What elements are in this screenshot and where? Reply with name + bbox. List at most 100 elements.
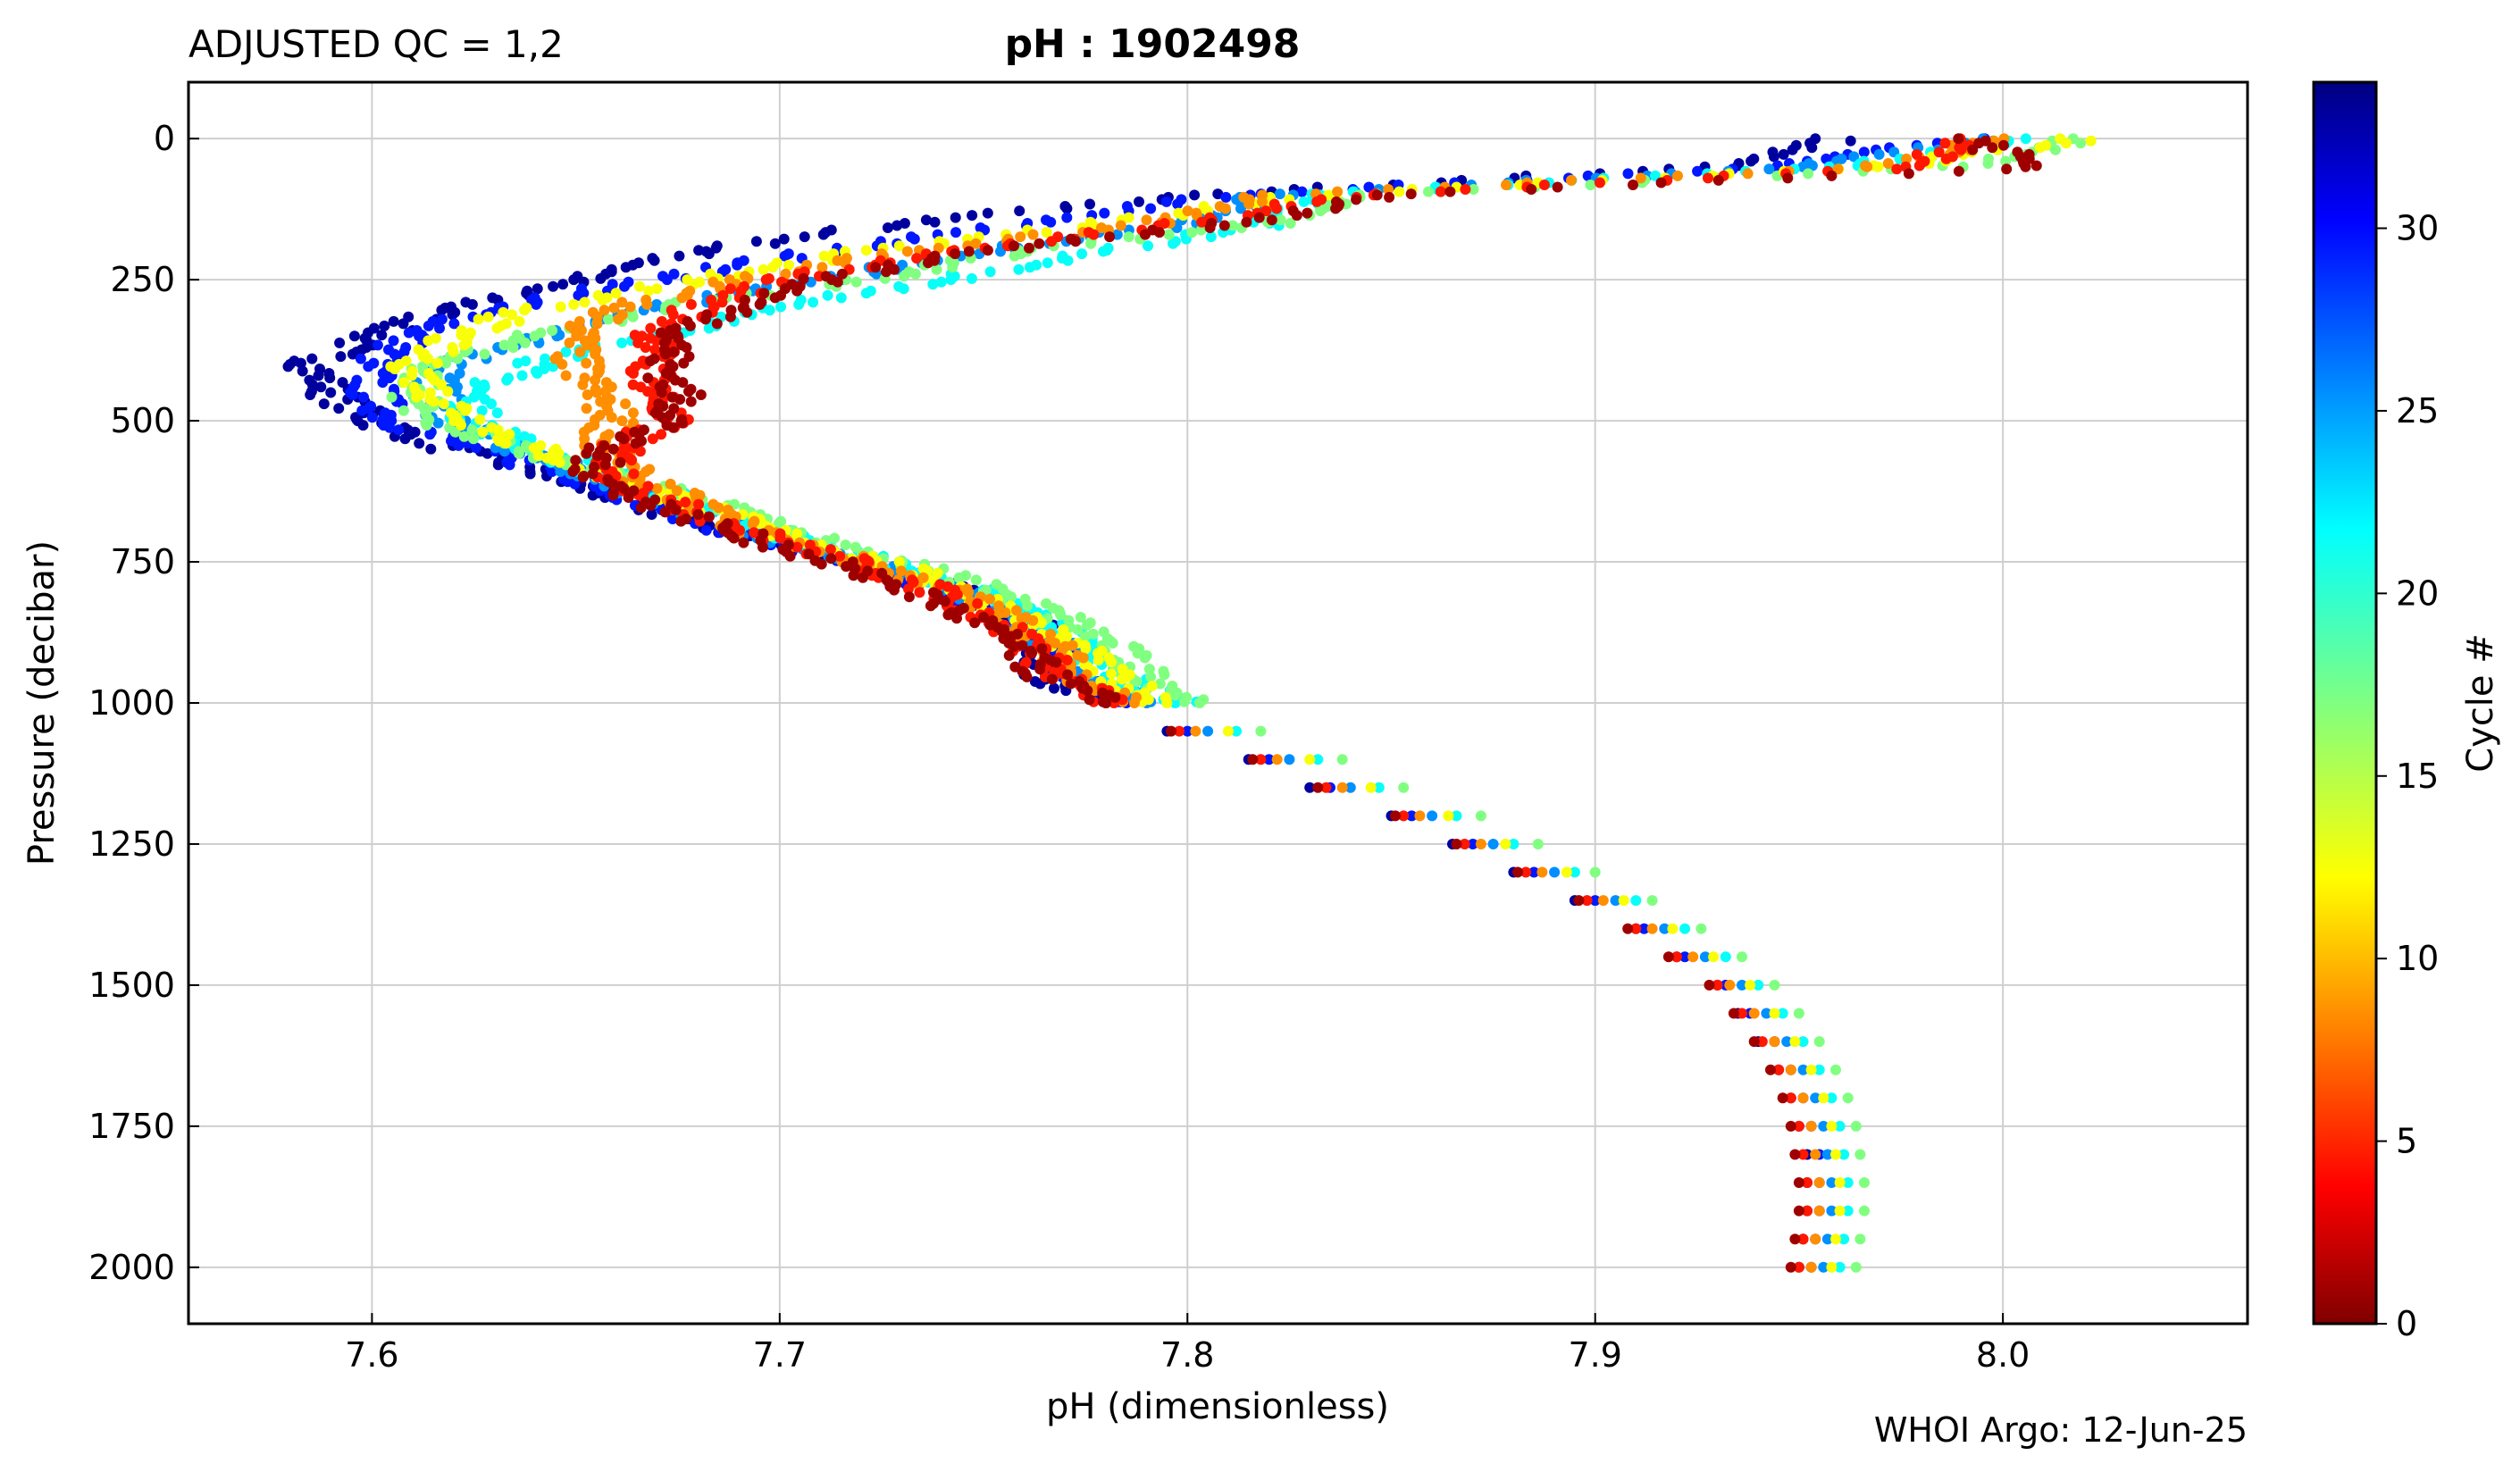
data-point	[1302, 207, 1313, 219]
data-point	[333, 403, 345, 414]
data-point	[608, 302, 620, 314]
data-point	[1659, 923, 1670, 934]
data-point	[1106, 668, 1118, 680]
data-point	[817, 229, 829, 240]
data-point	[1850, 1261, 1862, 1273]
colorbar-tick-label: 30	[2396, 209, 2439, 248]
data-point	[1034, 664, 1046, 675]
y-tick-label: 500	[110, 401, 175, 440]
data-point	[825, 553, 837, 565]
data-point	[699, 314, 711, 325]
data-point	[642, 372, 654, 384]
data-point	[1227, 220, 1238, 231]
data-point	[734, 524, 745, 536]
data-point	[1818, 1120, 1829, 1132]
colorbar	[2312, 80, 2378, 1326]
data-point	[1769, 1036, 1780, 1048]
data-point	[1813, 1177, 1825, 1188]
data-point	[779, 250, 791, 262]
data-point	[1671, 951, 1682, 963]
data-point	[453, 439, 465, 451]
data-point	[1172, 198, 1184, 210]
data-point	[2075, 138, 2087, 149]
colorbar-tick-label: 20	[2396, 573, 2439, 613]
data-point	[389, 364, 400, 374]
data-point	[1797, 1064, 1809, 1075]
x-tick-label: 7.9	[1568, 1335, 1621, 1375]
data-point	[356, 405, 368, 416]
data-point	[334, 337, 346, 348]
data-point	[491, 322, 503, 334]
data-point	[573, 315, 585, 327]
data-point	[532, 283, 543, 295]
data-point	[1022, 600, 1034, 612]
data-point	[1854, 1234, 1866, 1245]
grid-lines	[188, 82, 2248, 1324]
data-point	[1806, 160, 1818, 171]
data-point	[889, 263, 900, 275]
data-point	[945, 274, 957, 286]
data-point	[1085, 238, 1097, 249]
data-point	[1848, 151, 1860, 163]
data-point	[774, 518, 784, 530]
data-point	[458, 339, 470, 351]
data-point	[1260, 205, 1272, 217]
data-point	[1997, 139, 2009, 151]
data-point	[607, 478, 618, 489]
data-point	[950, 248, 961, 260]
data-point	[1275, 214, 1286, 226]
data-point	[581, 447, 592, 459]
data-point	[1204, 222, 1216, 233]
data-point	[1451, 839, 1462, 849]
data-point	[1196, 216, 1208, 228]
data-point	[1444, 186, 1456, 197]
data-point	[1027, 615, 1039, 626]
data-point	[466, 298, 478, 310]
y-tick-label: 750	[110, 542, 175, 581]
data-point	[1859, 1205, 1870, 1217]
data-point	[732, 259, 743, 271]
data-point	[1255, 754, 1267, 765]
data-point	[315, 381, 327, 393]
data-point	[1257, 196, 1268, 207]
data-point	[1080, 643, 1092, 655]
data-point	[1720, 951, 1731, 963]
credit-label: WHOI Argo: 12-Jun-25	[1874, 1410, 2248, 1450]
y-tick-label: 1250	[88, 824, 175, 864]
data-point	[1406, 810, 1418, 822]
data-point	[1903, 168, 1914, 180]
data-point	[676, 292, 688, 304]
data-point	[1793, 1008, 1804, 1019]
data-point	[1566, 174, 1577, 186]
data-point	[1304, 782, 1316, 793]
data-point	[982, 245, 993, 256]
data-point	[1079, 631, 1091, 642]
data-point	[1109, 691, 1121, 703]
data-point	[582, 389, 593, 400]
data-point	[1384, 191, 1395, 203]
colorbar-ticks: 0 5 10 15 20 25 30	[2376, 209, 2439, 1343]
data-point	[358, 391, 369, 403]
data-point	[1049, 682, 1059, 694]
data-point	[1830, 1149, 1841, 1160]
data-point	[1832, 163, 1844, 175]
data-point	[1220, 191, 1232, 203]
data-point	[564, 337, 575, 348]
data-point	[1834, 1261, 1846, 1273]
data-point	[634, 280, 645, 292]
data-point	[681, 342, 692, 353]
x-tick-label: 8.0	[1976, 1335, 2030, 1375]
data-point	[1704, 979, 1715, 991]
data-point	[649, 255, 660, 266]
data-point	[1263, 754, 1275, 765]
data-point	[615, 456, 626, 468]
data-point	[2061, 138, 2072, 149]
data-point	[1219, 203, 1231, 214]
data-point	[1146, 681, 1158, 691]
data-point	[1190, 725, 1201, 737]
data-point	[1813, 1205, 1825, 1217]
data-point	[860, 245, 872, 256]
data-point	[684, 320, 696, 331]
data-point	[431, 357, 443, 369]
data-point	[406, 370, 417, 381]
